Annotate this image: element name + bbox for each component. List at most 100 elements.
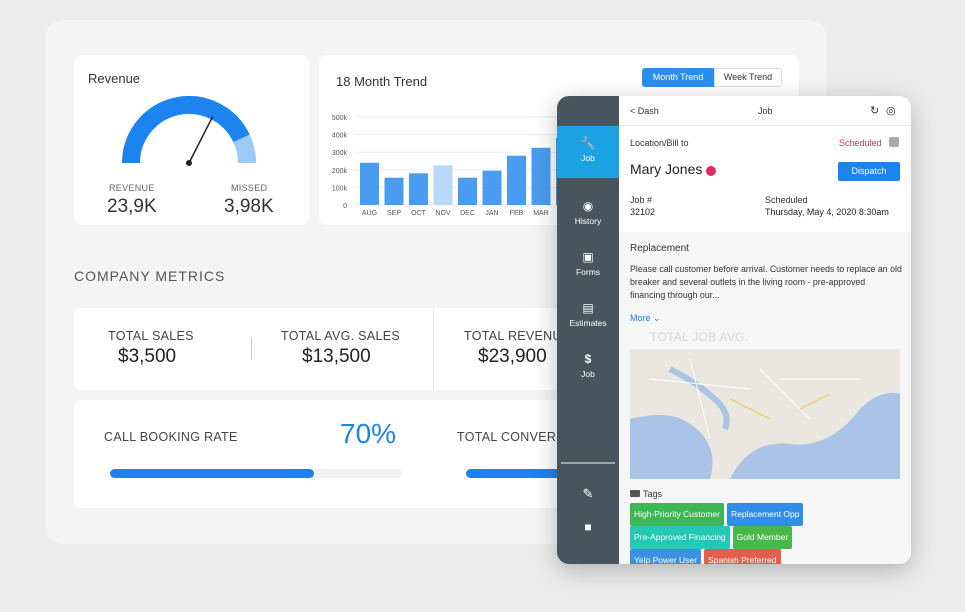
total-revenue-label: TOTAL REVENUE	[464, 329, 571, 343]
trend-title: 18 Month Trend	[336, 74, 428, 89]
back-link[interactable]: < Dash	[630, 106, 659, 116]
bar-aug[interactable]	[360, 162, 379, 205]
bar-dec[interactable]	[458, 177, 477, 205]
sidebar-item-job[interactable]: 🔧 Job	[557, 126, 619, 178]
call-booking-label: CALL BOOKING RATE	[104, 430, 238, 444]
tag-gold-member[interactable]: Gold Member	[732, 526, 793, 549]
app-sidebar: 🔧 Job ◉ History ▣ Forms ▤ Estimates $ Jo…	[557, 96, 619, 564]
tag-spanish-preferred[interactable]: Spanish Preferred	[704, 549, 781, 564]
total-sales-label: TOTAL SALES	[108, 329, 194, 343]
sidebar-item-label: Job	[581, 369, 595, 379]
more-label: More	[630, 313, 651, 323]
scheduled-label: Scheduled	[765, 195, 808, 205]
sidebar-item-forms[interactable]: ▣ Forms	[557, 250, 619, 277]
conversion-progress	[466, 469, 586, 478]
y-tick-label: 0	[343, 203, 347, 210]
tag-replacement-opp[interactable]: Replacement Opp	[726, 503, 804, 526]
bar-nov[interactable]	[433, 165, 453, 205]
more-link[interactable]: More ⌄	[630, 313, 661, 324]
missed-value: 3,98K	[224, 196, 274, 217]
y-tick-label: 500k	[332, 115, 348, 122]
sync-icon[interactable]: ↻	[870, 105, 880, 117]
sidebar-item-invoice[interactable]: $ Job	[557, 352, 619, 379]
scheduled-value: Thursday, May 4, 2020 8:30am	[765, 207, 889, 217]
dispatch-button[interactable]: Dispatch	[838, 162, 900, 181]
x-tick-label: SEP	[387, 210, 401, 217]
job-number-label: Job #	[630, 195, 653, 205]
bar-feb[interactable]	[507, 155, 526, 205]
contact-icon[interactable]	[889, 137, 899, 147]
gauge-missed-arc	[233, 134, 256, 164]
sidebar-divider	[561, 462, 615, 464]
wrench-icon: 🔧	[580, 136, 596, 150]
job-detail: < Dash Job ↻ ◎ Location/Bill to Schedule…	[619, 96, 911, 564]
revenue-title: Revenue	[88, 71, 141, 86]
company-metrics-heading: COMPANY METRICS	[74, 268, 226, 284]
revenue-value: 23,9K	[107, 196, 157, 217]
x-tick-label: NOV	[435, 210, 451, 217]
tag-high-priority-customer[interactable]: High-Priority Customer	[630, 503, 724, 526]
tag-icon	[630, 490, 640, 497]
total-job-avg-label: TOTAL JOB AVG.	[650, 330, 749, 344]
status-badge: Scheduled	[839, 138, 882, 148]
gauge-needle	[188, 116, 214, 164]
card-divider	[433, 308, 434, 390]
x-tick-label: AUG	[362, 210, 377, 217]
month-trend-toggle[interactable]: Month Trend	[642, 68, 714, 87]
y-tick-label: 200k	[332, 168, 348, 175]
bar-jan[interactable]	[482, 170, 502, 205]
revenue-label: REVENUE	[109, 183, 155, 193]
bar-sep[interactable]	[384, 177, 404, 205]
gauge-revenue-arc	[122, 96, 250, 164]
x-tick-label: FEB	[510, 210, 524, 217]
missed-label: MISSED	[231, 183, 268, 193]
x-tick-label: OCT	[411, 210, 427, 217]
sidebar-item-label: Estimates	[569, 318, 607, 328]
job-topbar: < Dash Job ↻ ◎	[619, 96, 911, 126]
conversion-progress-fill	[466, 469, 586, 478]
tags-list: High-Priority Customer Replacement Opp Pr…	[630, 503, 905, 564]
tags-label: Tags	[643, 489, 663, 499]
call-booking-progress	[110, 469, 402, 478]
sidebar-item-label: Job	[581, 153, 595, 163]
total-sales-value: $3,500	[118, 346, 177, 367]
tags-heading: Tags	[630, 489, 662, 499]
revenue-card: Revenue REVENUE 23,9K MISSED 3,98K	[74, 55, 309, 225]
chevron-down-icon: ⌄	[653, 313, 661, 323]
total-avg-sales-value: $13,500	[302, 346, 371, 367]
metric-divider	[251, 338, 252, 360]
forms-icon: ▣	[582, 250, 594, 264]
pencil-icon[interactable]: ✎	[582, 486, 594, 501]
camera-icon[interactable]: ■	[584, 520, 592, 534]
revenue-gauge	[122, 96, 256, 166]
clipboard-icon: ▤	[582, 301, 594, 315]
y-tick-label: 100k	[332, 185, 348, 192]
dollar-icon: $	[584, 352, 592, 366]
details-section: Replacement Please call customer before …	[619, 232, 911, 564]
pin-icon: ◉	[582, 199, 594, 213]
sidebar-item-label: Forms	[575, 267, 601, 277]
bar-mar[interactable]	[531, 147, 551, 205]
user-icon[interactable]: ◎	[886, 105, 896, 117]
x-tick-label: JAN	[485, 210, 498, 217]
job-app-window: 🔧 Job ◉ History ▣ Forms ▤ Estimates $ Jo…	[557, 96, 911, 564]
week-trend-toggle[interactable]: Week Trend	[714, 68, 782, 87]
job-map[interactable]	[630, 349, 900, 479]
sidebar-item-history[interactable]: ◉ History	[557, 199, 619, 226]
job-number: 32102	[630, 207, 656, 217]
tag-pre-approved-financing[interactable]: Pre-Approved Financing	[630, 526, 730, 549]
description-title: Replacement	[630, 243, 689, 254]
totals-card: TOTAL SALES $3,500 TOTAL AVG. SALES $13,…	[74, 308, 594, 390]
bar-oct[interactable]	[409, 173, 428, 205]
tag-yelp-power-user[interactable]: Yelp Power User	[630, 549, 701, 564]
job-topbar-title: Job	[758, 106, 773, 116]
x-tick-label: MAR	[533, 210, 549, 217]
total-avg-sales-label: TOTAL AVG. SALES	[281, 329, 400, 343]
customer-section: Location/Bill to Scheduled Mary Jones Di…	[619, 126, 911, 232]
customer-status-icon	[706, 166, 716, 176]
call-booking-progress-fill	[110, 469, 315, 478]
x-tick-label: DEC	[460, 210, 475, 217]
location-label: Location/Bill to	[630, 138, 689, 148]
total-revenue-value: $23,900	[478, 346, 547, 367]
sidebar-item-estimates[interactable]: ▤ Estimates	[557, 301, 619, 328]
